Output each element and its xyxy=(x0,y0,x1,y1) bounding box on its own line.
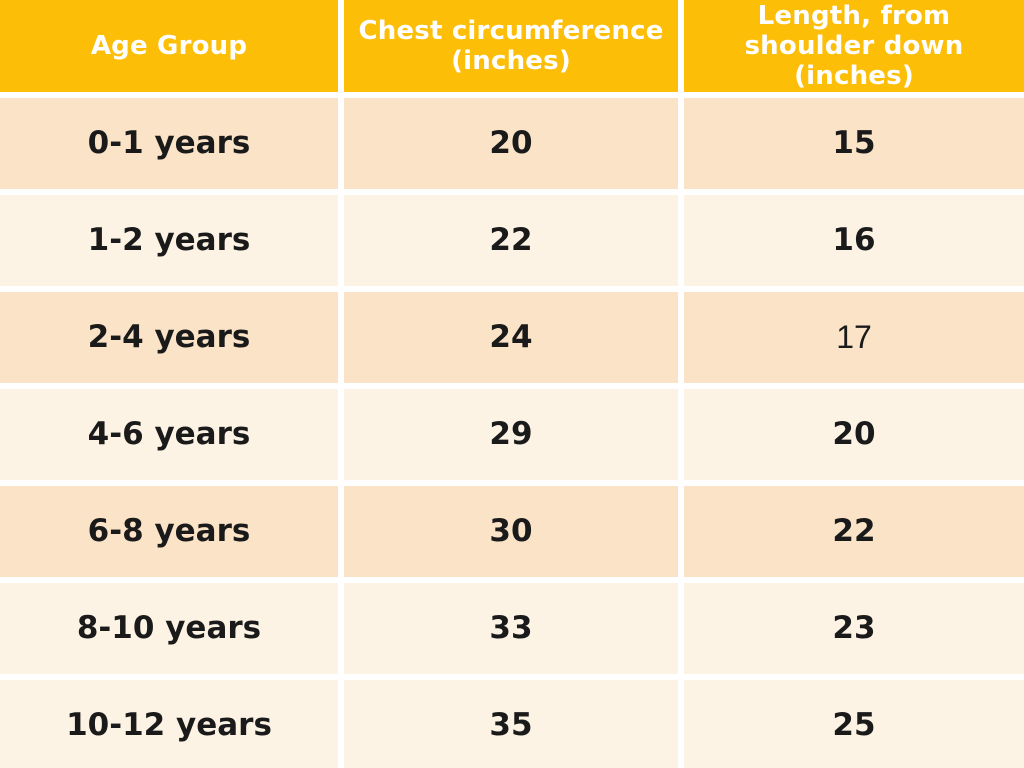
age-cell: 8-10 years xyxy=(0,583,338,674)
header-label-chest-line1: Chest circumference xyxy=(358,15,664,46)
chest-cell: 35 xyxy=(344,680,678,768)
chest-cell: 24 xyxy=(344,292,678,383)
length-cell: 15 xyxy=(684,98,1024,189)
length-cell: 22 xyxy=(684,486,1024,577)
header-label-length-line1: Length, from xyxy=(757,0,951,31)
header-label-length-line2: shoulder down (inches) xyxy=(744,30,964,92)
age-cell: 1-2 years xyxy=(0,195,338,286)
header-cell-age-group: Age Group xyxy=(0,0,338,92)
header-cell-length: Length, from shoulder down (inches) xyxy=(684,0,1024,92)
header-label-age-group: Age Group xyxy=(90,30,248,61)
chest-cell: 22 xyxy=(344,195,678,286)
chest-cell: 30 xyxy=(344,486,678,577)
chest-cell: 20 xyxy=(344,98,678,189)
length-cell: 20 xyxy=(684,389,1024,480)
age-cell: 2-4 years xyxy=(0,292,338,383)
header-cell-chest-circumference: Chest circumference (inches) xyxy=(344,0,678,92)
age-cell: 6-8 years xyxy=(0,486,338,577)
age-cell: 10-12 years xyxy=(0,680,338,768)
age-cell: 4-6 years xyxy=(0,389,338,480)
length-cell: 16 xyxy=(684,195,1024,286)
length-cell: 25 xyxy=(684,680,1024,768)
chest-cell: 29 xyxy=(344,389,678,480)
length-cell: 17 xyxy=(684,292,1024,383)
length-cell: 23 xyxy=(684,583,1024,674)
age-cell: 0-1 years xyxy=(0,98,338,189)
header-label-chest-line2: (inches) xyxy=(451,46,571,76)
chest-cell: 33 xyxy=(344,583,678,674)
